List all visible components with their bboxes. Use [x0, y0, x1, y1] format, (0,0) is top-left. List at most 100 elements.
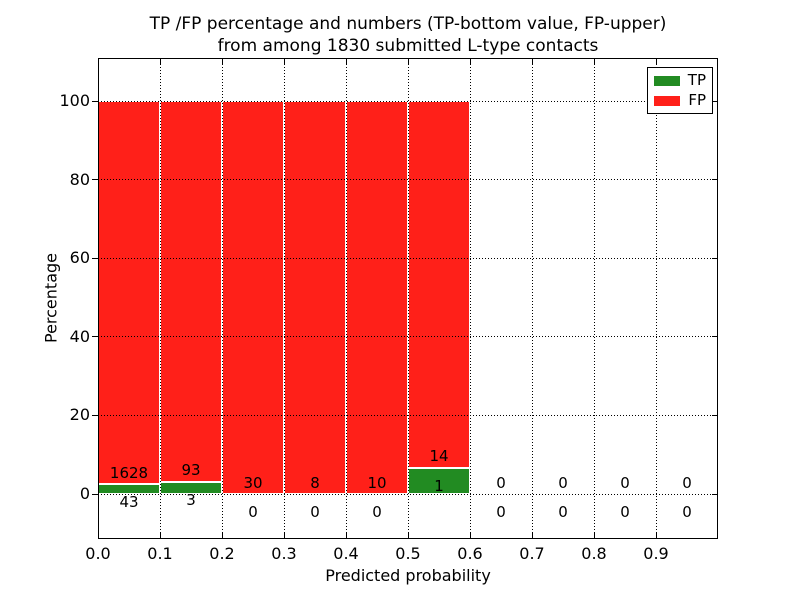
tp-count-label: 0 — [310, 503, 320, 522]
chart-title-line2: from among 1830 submitted L-type contact… — [217, 36, 599, 56]
fp-bar-segment — [408, 101, 470, 468]
gridline-horizontal — [98, 179, 718, 181]
tp-count-label: 0 — [558, 503, 568, 522]
y-tick-mark — [712, 179, 718, 181]
legend-tp-swatch-icon — [654, 75, 680, 86]
tp-count-label: 43 — [119, 493, 139, 512]
x-tick-label: 0.3 — [271, 544, 297, 563]
fp-count-label: 93 — [181, 461, 201, 480]
fp-bar-segment — [346, 101, 408, 494]
gridline-vertical — [159, 58, 161, 539]
fp-count-label: 30 — [243, 473, 263, 492]
gridline-vertical — [221, 58, 223, 539]
plot-area: 1628 43 93 3 30 0 8 0 10 0 14 1 0 0 0 0 0 0 0 0 — [92, 58, 718, 539]
legend-fp-label: FP — [688, 91, 706, 109]
legend-tp-label: TP — [687, 71, 706, 89]
x-tick-mark — [97, 58, 99, 64]
x-tick-mark — [221, 58, 223, 64]
y-tick-label: 60 — [69, 248, 90, 268]
x-tick-mark — [469, 58, 471, 64]
legend-entry-fp: FP — [654, 93, 706, 108]
y-tick-mark — [712, 414, 718, 416]
x-tick-mark — [345, 533, 347, 539]
gridline-vertical — [655, 58, 657, 539]
x-tick-label: 0.5 — [395, 544, 421, 563]
y-tick-mark — [92, 414, 98, 416]
y-tick-mark — [712, 336, 718, 338]
y-tick-label: 100 — [59, 91, 90, 110]
x-tick-mark — [407, 533, 409, 539]
y-tick-label: 80 — [69, 169, 90, 189]
x-tick-mark — [283, 533, 285, 539]
x-tick-label: 0.4 — [333, 544, 359, 563]
gridline-vertical — [407, 58, 409, 539]
tp-count-label: 3 — [186, 491, 196, 510]
x-tick-mark — [593, 533, 595, 539]
x-tick-mark — [221, 533, 223, 539]
x-tick-label: 0.9 — [643, 544, 669, 563]
fp-count-label: 10 — [367, 473, 387, 492]
fp-bar-segment — [222, 101, 284, 494]
x-tick-mark — [593, 58, 595, 64]
x-tick-mark — [655, 58, 657, 64]
gridline-horizontal — [98, 257, 718, 259]
x-tick-mark — [159, 533, 161, 539]
gridline-horizontal — [98, 493, 718, 495]
x-tick-mark — [345, 58, 347, 64]
fp-count-label: 0 — [558, 473, 568, 492]
y-tick-mark — [712, 493, 718, 495]
chart-title-line1: TP /FP percentage and numbers (TP-bottom… — [149, 14, 667, 34]
x-tick-mark — [655, 533, 657, 539]
gridline-horizontal — [98, 100, 718, 102]
gridline-vertical — [531, 58, 533, 539]
gridline-horizontal — [98, 336, 718, 338]
fp-bar-segment — [160, 101, 222, 482]
gridline-vertical — [283, 58, 285, 539]
x-tick-mark — [407, 58, 409, 64]
x-axis-label: Predicted probability — [325, 566, 491, 585]
gridline-vertical — [593, 58, 595, 539]
gridline-vertical — [345, 58, 347, 539]
x-tick-mark — [97, 533, 99, 539]
tp-count-label: 0 — [496, 503, 506, 522]
fp-count-label: 0 — [682, 473, 692, 492]
gridline-vertical — [469, 58, 471, 539]
tp-count-label: 0 — [372, 503, 382, 522]
x-tick-label: 0.8 — [581, 544, 607, 563]
tp-count-label: 1 — [434, 477, 444, 496]
fp-count-label: 14 — [429, 447, 449, 466]
x-tick-mark — [531, 533, 533, 539]
tp-count-label: 0 — [248, 503, 258, 522]
y-tick-label: 40 — [69, 326, 90, 346]
tp-count-label: 0 — [620, 503, 630, 522]
x-tick-mark — [531, 58, 533, 64]
fp-count-label: 0 — [496, 473, 506, 492]
fp-bar-segment — [98, 101, 160, 484]
tp-bar-segment — [408, 467, 470, 494]
tp-count-label: 0 — [682, 503, 692, 522]
y-tick-mark — [92, 257, 98, 259]
y-tick-mark — [712, 100, 718, 102]
x-tick-mark — [469, 533, 471, 539]
x-tick-mark — [159, 58, 161, 64]
x-tick-label: 0.6 — [457, 544, 483, 563]
gridline-horizontal — [98, 414, 718, 416]
fp-count-label: 1628 — [109, 463, 149, 482]
fp-count-label: 0 — [620, 473, 630, 492]
fp-bar-segment — [284, 101, 346, 494]
x-tick-mark — [283, 58, 285, 64]
x-tick-label: 0.1 — [147, 544, 173, 563]
x-tick-label: 0.0 — [85, 544, 111, 563]
legend: TP FP — [647, 67, 713, 114]
y-tick-mark — [92, 100, 98, 102]
x-tick-label: 0.7 — [519, 544, 545, 563]
y-tick-label: 0 — [79, 484, 90, 503]
y-tick-mark — [92, 493, 98, 495]
y-tick-label: 20 — [69, 405, 90, 425]
y-tick-mark — [712, 257, 718, 259]
fp-count-label: 8 — [310, 473, 320, 492]
legend-fp-swatch-icon — [654, 95, 681, 106]
y-tick-mark — [92, 179, 98, 181]
x-tick-label: 0.2 — [209, 544, 235, 563]
